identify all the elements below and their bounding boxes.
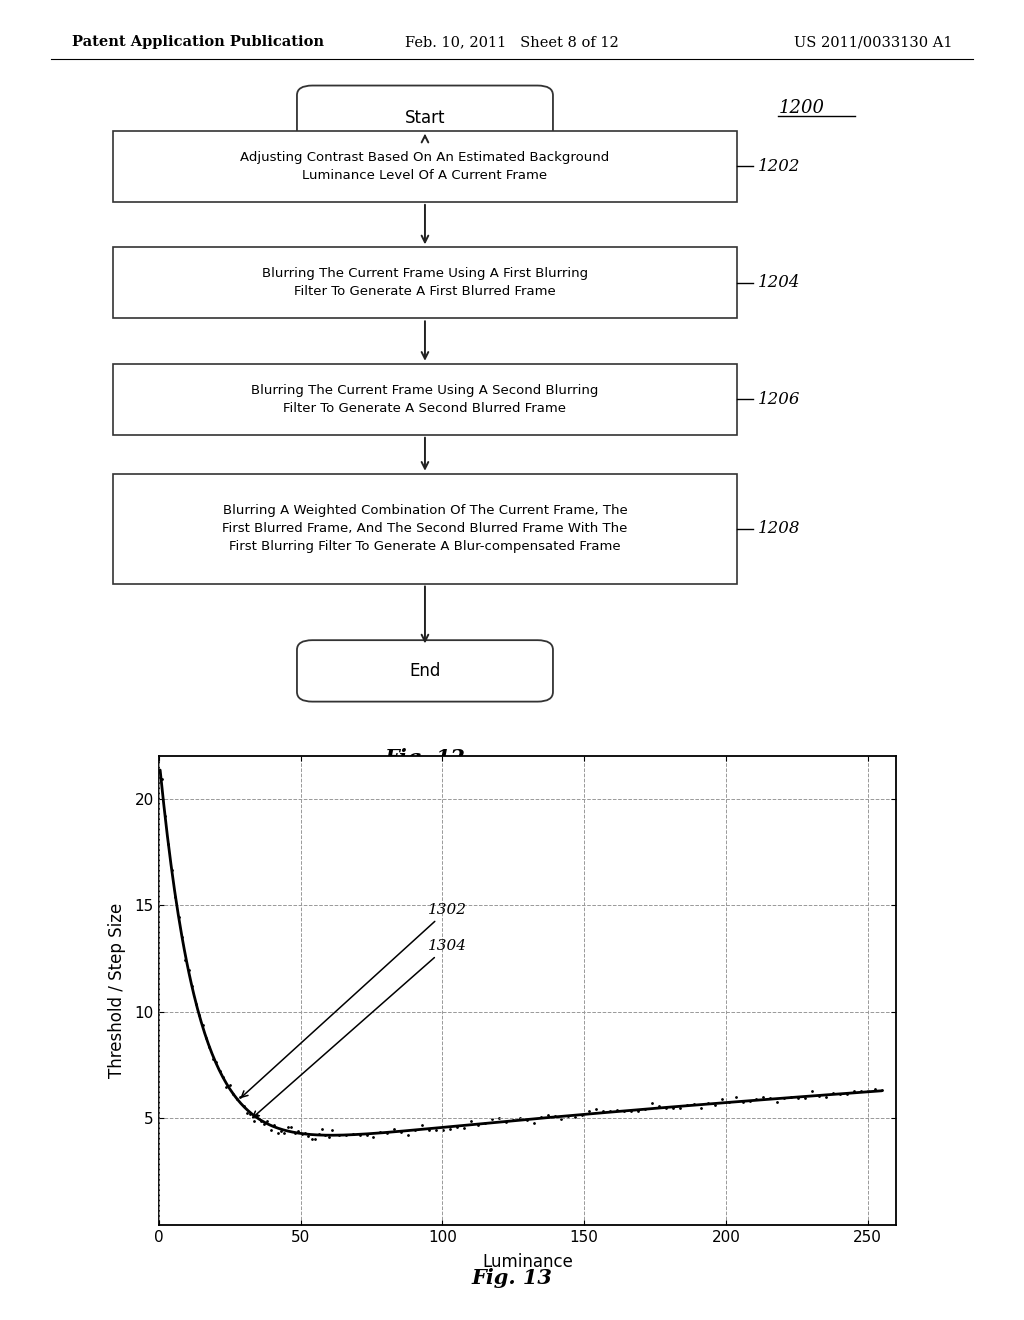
Text: 1304: 1304 [253, 939, 467, 1118]
FancyBboxPatch shape [297, 640, 553, 702]
Text: US 2011/0033130 A1: US 2011/0033130 A1 [794, 36, 952, 49]
Text: 1202: 1202 [758, 158, 801, 174]
X-axis label: Luminance: Luminance [482, 1253, 572, 1271]
Text: Start: Start [404, 108, 445, 127]
Text: Adjusting Contrast Based On An Estimated Background
Luminance Level Of A Current: Adjusting Contrast Based On An Estimated… [241, 150, 609, 182]
Text: Blurring The Current Frame Using A First Blurring
Filter To Generate A First Blu: Blurring The Current Frame Using A First… [262, 268, 588, 298]
Text: 1206: 1206 [758, 391, 801, 408]
Bar [113, 474, 737, 583]
Y-axis label: Threshold / Step Size: Threshold / Step Size [109, 903, 126, 1078]
FancyBboxPatch shape [297, 86, 553, 150]
Text: 1200: 1200 [778, 99, 824, 117]
Bar [113, 131, 737, 202]
Text: 1204: 1204 [758, 275, 801, 292]
Bar [113, 247, 737, 318]
Text: Patent Application Publication: Patent Application Publication [72, 36, 324, 49]
Text: Feb. 10, 2011   Sheet 8 of 12: Feb. 10, 2011 Sheet 8 of 12 [406, 36, 618, 49]
Text: Fig. 12: Fig. 12 [385, 748, 465, 768]
Text: End: End [410, 661, 440, 680]
Text: Blurring The Current Frame Using A Second Blurring
Filter To Generate A Second B: Blurring The Current Frame Using A Secon… [251, 384, 599, 414]
Text: Fig. 13: Fig. 13 [472, 1267, 552, 1288]
Text: Blurring A Weighted Combination Of The Current Frame, The
First Blurred Frame, A: Blurring A Weighted Combination Of The C… [222, 504, 628, 553]
Bar [113, 363, 737, 434]
Text: 1208: 1208 [758, 520, 801, 537]
Text: 1302: 1302 [242, 903, 467, 1097]
